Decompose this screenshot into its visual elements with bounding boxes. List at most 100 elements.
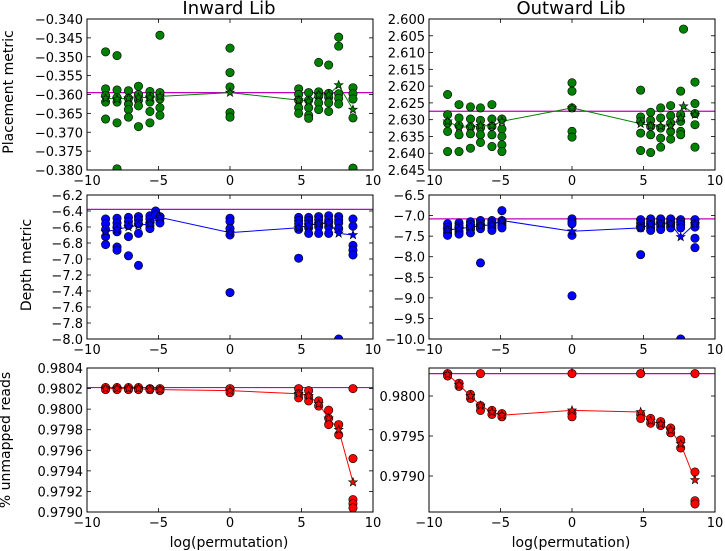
data-point xyxy=(487,100,497,110)
mean-marker xyxy=(635,118,646,129)
mean-marker xyxy=(323,217,334,228)
mean-marker xyxy=(347,476,359,487)
data-point xyxy=(123,251,133,261)
data-point xyxy=(334,41,344,51)
data-point xyxy=(646,107,656,117)
mean-marker xyxy=(675,438,686,449)
data-point xyxy=(314,228,324,238)
mean-marker xyxy=(111,383,123,393)
y-tick-label: 0.9796 xyxy=(38,444,84,459)
data-point xyxy=(690,369,700,379)
plot-frame xyxy=(428,194,716,340)
mean-marker xyxy=(313,89,324,100)
mean-marker xyxy=(566,102,578,113)
data-point xyxy=(443,147,453,157)
y-tick-label: 2.630 xyxy=(388,114,425,129)
mean-marker xyxy=(453,223,465,234)
mean-marker xyxy=(123,383,134,393)
data-point xyxy=(690,142,700,152)
mean-marker xyxy=(465,221,476,232)
data-point xyxy=(646,148,656,158)
data-point xyxy=(348,163,358,170)
data-point xyxy=(133,81,143,91)
y-tick-label: −7.8 xyxy=(51,317,83,332)
mean-marker xyxy=(645,219,656,230)
y-tick-label: 2.610 xyxy=(388,47,425,62)
x-tick-label: 10 xyxy=(707,343,724,358)
y-tick-label: 2.625 xyxy=(388,97,425,112)
data-point xyxy=(112,85,122,95)
data-point xyxy=(101,47,111,57)
plot-frame xyxy=(86,18,374,171)
data-point xyxy=(690,120,700,130)
plot-frame xyxy=(428,367,716,513)
panel-2: −10 −5 0 5 10−8.0−7.8−7.6−7.4−7.2−7.0−6.8−6.… xyxy=(51,189,381,358)
y-tick-label: 0.9792 xyxy=(38,485,84,500)
column-title-inward: Inward Lib xyxy=(182,0,275,19)
y-tick-label: 0.9804 xyxy=(38,362,84,377)
mean-marker xyxy=(333,79,344,90)
data-point xyxy=(155,218,165,228)
mean-marker xyxy=(655,218,666,229)
mean-marker xyxy=(566,225,578,236)
x-tick-label: −5 xyxy=(491,174,510,189)
data-point xyxy=(443,126,453,136)
data-point xyxy=(348,384,358,394)
x-tick-label: 10 xyxy=(365,174,382,189)
data-point xyxy=(475,130,485,140)
mean-marker xyxy=(323,89,334,100)
mean-marker xyxy=(154,384,166,395)
data-point xyxy=(304,228,314,238)
y-tick-label: 0.9790 xyxy=(38,506,84,521)
data-point xyxy=(465,143,475,153)
data-point xyxy=(123,112,133,122)
mean-marker xyxy=(144,384,156,395)
x-tick-label: −10 xyxy=(415,174,442,189)
y-tick-label: 0.9790 xyxy=(380,470,426,485)
mean-marker xyxy=(689,218,701,229)
mean-marker xyxy=(133,383,144,393)
mean-marker xyxy=(303,219,314,230)
data-point xyxy=(112,51,122,61)
data-point xyxy=(636,128,646,138)
data-point xyxy=(666,101,676,111)
mean-marker xyxy=(665,424,676,435)
plot-area xyxy=(429,206,715,339)
mean-marker xyxy=(133,219,144,230)
data-point xyxy=(334,32,344,42)
mean-marker xyxy=(133,92,144,102)
mean-marker xyxy=(453,379,465,390)
ylabel-depth: Depth metric xyxy=(19,219,35,311)
mean-marker xyxy=(333,424,344,435)
column-title-outward: Outward Lib xyxy=(516,0,625,19)
data-point xyxy=(304,113,314,123)
data-point xyxy=(487,225,497,235)
mean-marker xyxy=(313,398,324,409)
x-tick-label: 10 xyxy=(365,343,382,358)
y-tick-label: −6.8 xyxy=(51,237,83,252)
data-point xyxy=(636,413,646,423)
x-tick-label: 5 xyxy=(639,516,647,531)
data-point xyxy=(636,85,646,95)
mean-marker xyxy=(665,218,676,229)
xlabel-right: log(permutation) xyxy=(512,535,631,551)
data-point xyxy=(690,243,700,253)
plot-area xyxy=(87,30,373,170)
x-tick-label: −5 xyxy=(149,174,168,189)
data-point xyxy=(475,103,485,113)
y-tick-label: 2.645 xyxy=(388,164,425,179)
data-point xyxy=(112,245,122,255)
y-tick-label: −9.5 xyxy=(393,312,425,327)
data-point xyxy=(454,113,464,123)
y-tick-label: −6.4 xyxy=(51,205,83,220)
mean-marker xyxy=(100,226,111,237)
mean-marker xyxy=(303,390,314,401)
y-tick-label: −0.375 xyxy=(35,145,83,160)
mean-marker xyxy=(303,95,314,106)
mean-marker xyxy=(347,229,359,240)
mean-marker xyxy=(442,368,453,379)
x-tick-label: −10 xyxy=(73,516,100,531)
y-tick-label: 0.9800 xyxy=(380,390,426,405)
y-tick-label: −0.345 xyxy=(35,32,83,47)
